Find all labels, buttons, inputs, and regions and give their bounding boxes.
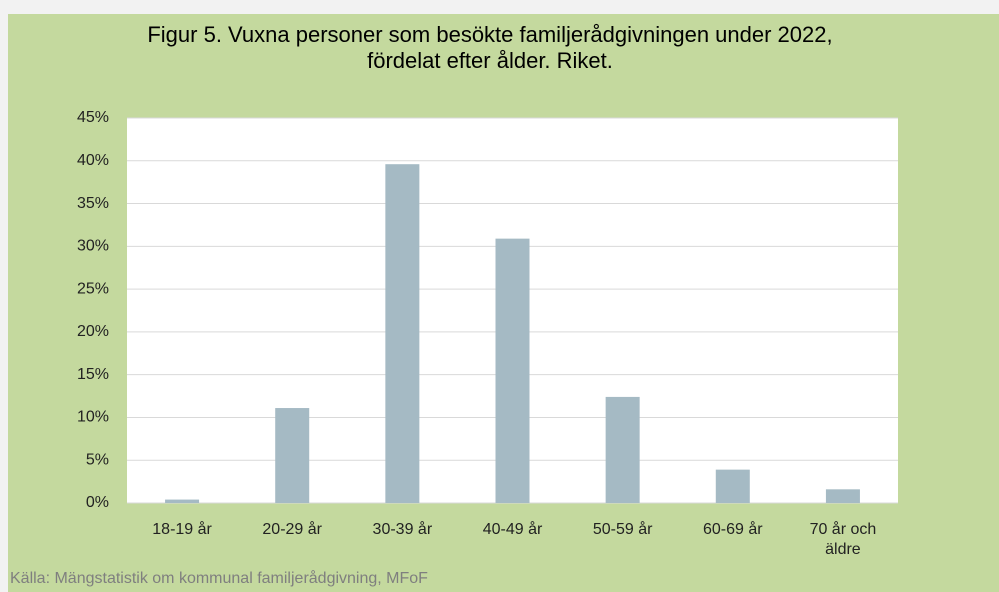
bar xyxy=(715,469,750,503)
x-tick-label: 60-69 år xyxy=(702,521,763,538)
y-tick-label: 20% xyxy=(77,323,109,340)
x-tick-label: 50-59 år xyxy=(592,521,653,538)
y-tick-label: 35% xyxy=(77,195,109,212)
y-tick-label: 40% xyxy=(77,152,109,169)
y-tick-label: 0% xyxy=(86,494,109,511)
bar xyxy=(385,164,420,503)
y-tick-label: 10% xyxy=(77,409,109,426)
x-tick-label: 40-49 år xyxy=(482,521,543,538)
bar xyxy=(605,396,640,503)
bar xyxy=(825,489,860,503)
bar xyxy=(275,408,310,503)
y-tick-label: 30% xyxy=(77,238,109,255)
source-note: Källa: Mängstatistik om kommunal familje… xyxy=(10,570,428,587)
y-tick-label: 45% xyxy=(77,109,109,126)
bar xyxy=(495,238,530,503)
y-tick-label: 5% xyxy=(86,451,109,468)
y-tick-label: 15% xyxy=(77,366,109,383)
chart-title: Figur 5. Vuxna personer som besökte fami… xyxy=(147,22,833,73)
x-tick-label: 20-29 år xyxy=(262,521,322,538)
x-tick-label: 18-19 år xyxy=(152,521,212,538)
y-tick-label: 25% xyxy=(77,280,109,297)
bar xyxy=(165,499,200,503)
x-tick-label: 30-39 år xyxy=(372,521,433,538)
x-tick-label: 70 år och äldre xyxy=(809,521,877,558)
